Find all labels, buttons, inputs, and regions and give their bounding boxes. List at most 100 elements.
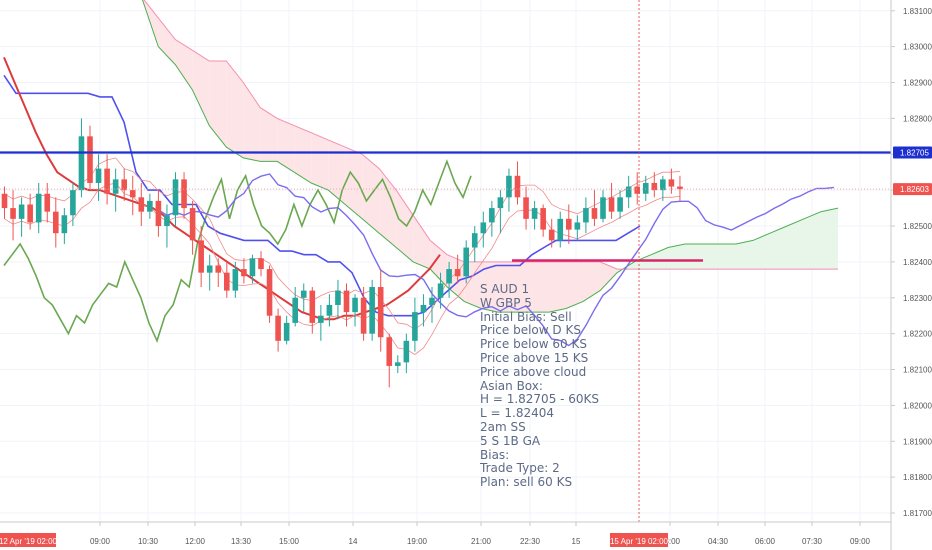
candle-body-75 [642, 182, 649, 194]
candle-22[interactable] [189, 200, 196, 255]
time-tag-crosshair[interactable]: 15 Apr '19 02:00 [610, 533, 669, 547]
candle-44[interactable] [377, 269, 384, 352]
candle-47[interactable] [403, 333, 410, 374]
candle-33[interactable] [283, 315, 290, 345]
candle-35[interactable] [300, 283, 307, 313]
candle-48[interactable] [412, 297, 418, 352]
candle-76[interactable] [651, 172, 658, 198]
candle-20[interactable] [172, 172, 179, 227]
candle-13[interactable] [112, 168, 119, 212]
candle-53[interactable] [454, 254, 461, 284]
candle-12[interactable] [104, 154, 110, 205]
candle-64[interactable] [548, 218, 555, 248]
candle-16[interactable] [138, 182, 145, 227]
price-tag-blue-line[interactable]: 1.82705 [893, 146, 932, 159]
candle-68[interactable] [583, 197, 589, 234]
candle-72[interactable] [617, 190, 623, 219]
candle-5[interactable] [44, 182, 51, 223]
candle-17[interactable] [147, 193, 153, 219]
candle-34[interactable] [292, 287, 298, 327]
candle-51[interactable] [437, 272, 444, 309]
candle-78[interactable] [668, 168, 675, 194]
candle-42[interactable] [360, 287, 367, 341]
candle-70[interactable] [600, 190, 606, 223]
candle-37[interactable] [318, 304, 324, 341]
candle-74[interactable] [634, 172, 640, 205]
candle-62[interactable] [531, 200, 538, 230]
candle-58[interactable] [497, 190, 504, 234]
cloud-segment-26 [583, 261, 601, 302]
candle-29[interactable] [249, 254, 256, 284]
candle-3[interactable] [27, 193, 33, 230]
candle-40[interactable] [343, 283, 350, 327]
candle-46[interactable] [395, 355, 401, 374]
candle-4[interactable] [35, 182, 42, 234]
candle-25[interactable] [215, 258, 222, 288]
candle-0[interactable] [1, 186, 8, 219]
note-line-10: 2am SS [480, 419, 526, 434]
candle-49[interactable] [420, 294, 427, 327]
candle-7[interactable] [61, 208, 68, 244]
candle-31[interactable] [266, 265, 273, 323]
candle-10[interactable] [87, 125, 93, 191]
candle-24[interactable] [206, 254, 213, 291]
candle-9[interactable] [78, 118, 85, 198]
cloud-segment-17 [430, 240, 448, 287]
candle-41[interactable] [352, 294, 358, 327]
candle-79[interactable] [677, 175, 683, 201]
candle-19[interactable] [164, 204, 170, 248]
candle-43[interactable] [369, 279, 375, 341]
candle-32[interactable] [275, 308, 281, 352]
candle-56[interactable] [480, 211, 487, 248]
candle-50[interactable] [429, 287, 435, 323]
candle-26[interactable] [224, 261, 230, 298]
candle-57[interactable] [489, 200, 495, 237]
candle-6[interactable] [53, 197, 59, 248]
candle-38[interactable] [326, 294, 333, 327]
candle-1[interactable] [10, 190, 16, 241]
candle-15[interactable] [129, 175, 136, 216]
horizontal-levels[interactable] [0, 0, 891, 522]
candle-60[interactable] [514, 161, 521, 205]
candle-66[interactable] [566, 204, 572, 244]
candles[interactable] [1, 118, 683, 388]
candle-21[interactable] [181, 172, 187, 219]
candle-45[interactable] [386, 333, 393, 388]
candle-77[interactable] [660, 175, 666, 201]
time-tick-label-7: 21:00 [471, 537, 492, 546]
candle-8[interactable] [70, 182, 76, 227]
candle-36[interactable] [309, 287, 316, 334]
candle-39[interactable] [335, 279, 341, 320]
candle-61[interactable] [523, 186, 529, 230]
candle-52[interactable] [446, 261, 452, 298]
candle-2[interactable] [18, 197, 25, 237]
candle-71[interactable] [608, 182, 615, 219]
time-tick-label-3: 13:30 [231, 537, 252, 546]
candle-55[interactable] [471, 226, 478, 262]
time-axis[interactable]: 09:00 10:30 12:00 13:30 15:00 14 19:00 21:00 22:… [0, 522, 871, 547]
time-tag-left[interactable]: 12 Apr '19 02:00 [0, 533, 58, 547]
cloud-segment-18 [447, 254, 465, 302]
candle-73[interactable] [625, 175, 632, 209]
candle-67[interactable] [574, 215, 581, 241]
candle-body-77 [660, 179, 666, 191]
candle-30[interactable] [258, 251, 264, 277]
candle-75[interactable] [642, 175, 649, 201]
candle-59[interactable] [506, 168, 512, 212]
candle-27[interactable] [232, 261, 239, 298]
candle-body-36 [309, 290, 316, 323]
candle-63[interactable] [540, 204, 546, 237]
candle-28[interactable] [241, 258, 247, 284]
candle-54[interactable] [463, 240, 469, 284]
time-tick-label-10: 03:00 [660, 537, 681, 546]
price-tag-current[interactable]: 1.82603 [893, 183, 932, 196]
candle-23[interactable] [198, 226, 204, 288]
candle-69[interactable] [591, 190, 598, 227]
price-axis[interactable]: 1.831001.830001.829001.828001.827001.826… [891, 7, 932, 518]
candle-body-67 [574, 222, 581, 230]
candle-14[interactable] [121, 168, 127, 201]
candle-18[interactable] [155, 190, 162, 237]
candle-65[interactable] [557, 211, 564, 248]
candle-11[interactable] [95, 154, 102, 201]
